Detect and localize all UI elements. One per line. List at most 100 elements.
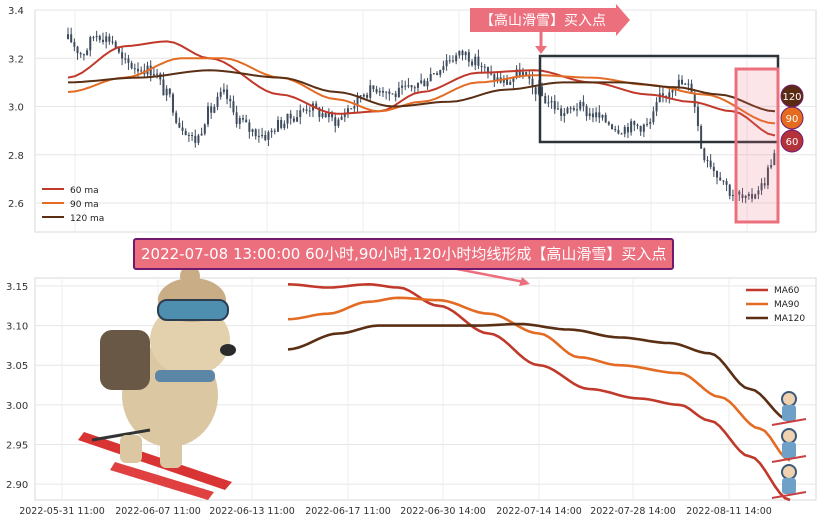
ma-badge-60 <box>780 129 804 153</box>
candle-body <box>114 41 117 48</box>
candle-body <box>579 102 582 110</box>
top-y-tick-label: 2.8 <box>8 151 24 162</box>
candle-body <box>401 85 404 88</box>
candle-body <box>716 171 719 178</box>
candle-body <box>226 89 229 99</box>
bottom-x-tick-label: 2022-06-30 14:00 <box>400 506 486 517</box>
candle-body <box>477 56 480 66</box>
ma-badge-90 <box>780 106 804 130</box>
candle-body <box>572 108 575 110</box>
candle-body <box>149 65 152 76</box>
candle-body <box>378 90 381 93</box>
candle-body <box>416 82 419 88</box>
skier-ski <box>771 455 807 463</box>
callout-arrow-head <box>535 46 547 54</box>
candle-body <box>646 123 649 125</box>
candle-body <box>604 114 607 123</box>
candle-body <box>493 74 496 81</box>
top-chart-panel: 3.4 3.2 3.0 2.8 2.6 60 ma 90 ma 120 ma 120 90 60 <box>8 6 817 233</box>
candle-body <box>296 117 299 122</box>
candle-body <box>611 124 614 129</box>
candle-body <box>168 88 171 95</box>
dog-leg <box>120 435 142 463</box>
skier-body <box>782 442 796 458</box>
candle-body <box>445 60 448 67</box>
bottom-x-tick-label: 2022-07-28 14:00 <box>590 506 676 517</box>
skier-body <box>782 405 796 421</box>
candle-body <box>544 95 547 104</box>
candle-body <box>343 114 346 117</box>
candle-body <box>439 70 442 75</box>
candle-body <box>95 35 98 38</box>
skier-ski <box>771 418 807 426</box>
signal-callout: 2022-07-08 13:00:00 60小时,90小时,120小时均线形成【… <box>133 238 675 270</box>
candle-body <box>334 117 337 126</box>
candle-body <box>595 112 598 118</box>
small-skier-figure <box>771 391 807 426</box>
candle-body <box>525 72 528 76</box>
candle-body <box>184 130 187 136</box>
candle-body <box>681 79 684 85</box>
candle-body <box>556 108 559 110</box>
ski-pole <box>91 428 151 442</box>
ski-right <box>110 462 214 500</box>
candle-body <box>92 37 95 39</box>
candle-body <box>480 65 483 67</box>
candle-body <box>388 91 391 94</box>
candle-body <box>486 66 489 72</box>
candle-body <box>738 191 741 195</box>
bottom-y-tick-label: 3.10 <box>6 322 28 333</box>
candle-body <box>687 83 690 85</box>
small-skier-figure <box>771 464 807 499</box>
candle-body <box>353 106 356 109</box>
top-y-tick-label: 2.6 <box>8 199 24 210</box>
candle-body <box>547 102 550 104</box>
candle-body <box>725 181 728 185</box>
candle-body <box>133 68 136 70</box>
candle-body <box>668 92 671 98</box>
candle-body <box>582 102 585 107</box>
candle-body <box>432 73 435 75</box>
candle-body <box>108 36 111 42</box>
candle-body <box>553 101 556 110</box>
candle-body <box>747 194 750 196</box>
candle-body <box>70 34 73 43</box>
candle-body <box>210 106 213 113</box>
candle-body <box>375 89 378 93</box>
candle-body <box>79 53 82 55</box>
candle-body <box>719 177 722 181</box>
candle-body <box>474 56 477 66</box>
candle-body <box>346 108 349 115</box>
candle-body <box>318 107 321 117</box>
candle-body <box>760 183 763 191</box>
candle-body <box>203 124 206 134</box>
ski-left <box>78 432 232 490</box>
candle-body <box>728 184 731 196</box>
candle-body <box>251 129 254 132</box>
candle-body <box>270 130 273 133</box>
candle-body <box>86 50 89 56</box>
candle-body <box>362 94 365 97</box>
candle-body <box>194 135 197 143</box>
skiing-dog-illustration <box>78 266 236 500</box>
top-legend-label: 120 ma <box>70 214 104 224</box>
candle-body <box>162 79 165 96</box>
candle-body <box>455 55 458 62</box>
candle-body <box>607 122 610 125</box>
candle-body <box>706 159 709 161</box>
bottom-y-tick-label: 3.05 <box>6 361 28 372</box>
candle-body <box>506 79 509 85</box>
candle-body <box>633 121 636 125</box>
candle-body <box>254 129 257 137</box>
candle-body <box>191 135 194 137</box>
candle-body <box>626 126 629 133</box>
candle-body <box>655 102 658 112</box>
candle-body <box>276 119 279 132</box>
bottom-x-tick-label: 2022-06-13 11:00 <box>209 506 295 517</box>
candle-body <box>283 123 286 128</box>
small-skier-figure <box>771 428 807 463</box>
candle-body <box>429 73 432 82</box>
candle-body <box>124 58 127 60</box>
bottom-legend-label: MA90 <box>774 300 800 310</box>
candle-body <box>315 103 318 108</box>
